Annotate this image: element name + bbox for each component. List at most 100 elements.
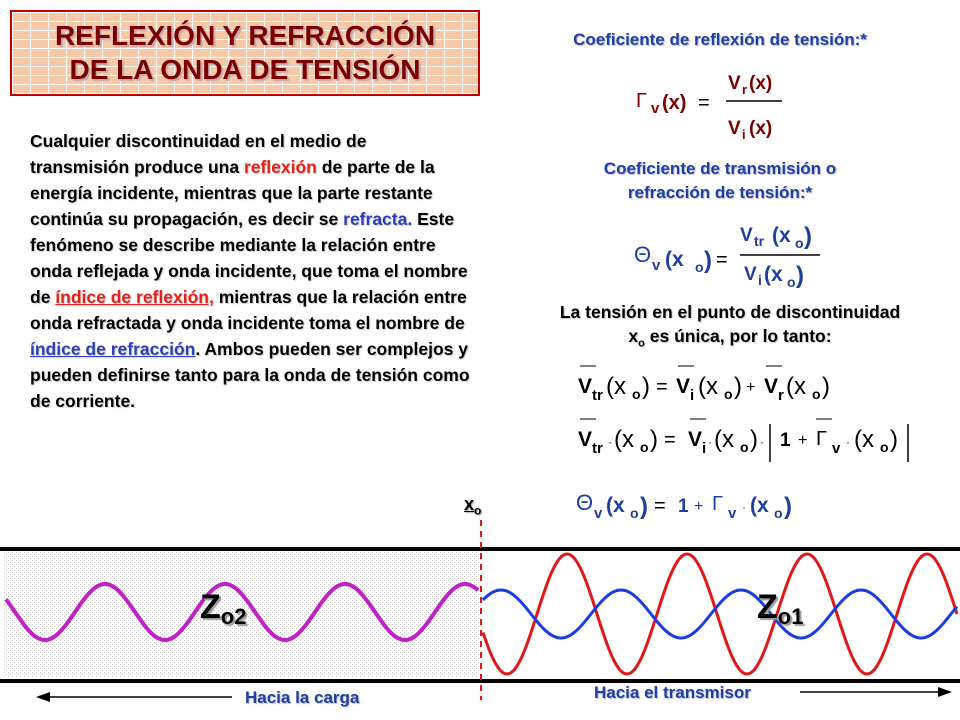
eq5-gamma: Γ	[712, 493, 723, 515]
gamma-arg: (x)	[662, 92, 686, 114]
gamma-denominator-sub: i	[742, 127, 746, 142]
eq4-lhs-arg-sub: o	[640, 439, 649, 455]
eq3-term2-arg-sub: o	[812, 386, 821, 402]
theta-arg: (x	[665, 248, 684, 271]
eq5-equals: =	[654, 495, 666, 517]
theta-numerator-close: )	[804, 223, 812, 250]
gamma-numerator-arg: (x)	[749, 73, 772, 94]
eq3-term2-sub: r	[778, 387, 784, 404]
paragraph-part-1: Cualquier discontinuidad en el medio de …	[30, 131, 367, 177]
eq5-gamma-sub: v	[728, 505, 737, 522]
eq3-term2-arg: (x	[786, 373, 806, 400]
theta-equals: =	[716, 249, 728, 271]
title-box: REFLEXIÓN Y REFRACCIÓN DE LA ONDA DE TEN…	[10, 10, 480, 96]
eq3-term1-close: )	[734, 373, 742, 400]
eq4-dot-2: ·	[708, 435, 712, 449]
xo-text: x	[464, 494, 475, 514]
gamma-numerator-sub: r	[742, 82, 747, 97]
eq4-lhs-sub: tr	[592, 440, 603, 457]
eq3-term2-close: )	[822, 373, 830, 400]
wave-red-right	[481, 552, 959, 676]
eq3-equals: =	[656, 376, 668, 398]
paragraph-part-4: mientras que la relación entre onda refr…	[30, 287, 467, 333]
theta-denominator-sub: i	[758, 272, 762, 288]
eq4-vi-close: )	[750, 426, 758, 453]
gamma-sub: v	[651, 100, 660, 117]
title-line-2: DE LA ONDA DE TENSIÓN	[69, 54, 421, 85]
z-left-label: Zo2	[200, 588, 246, 630]
eq4-vi-arg-sub: o	[740, 439, 749, 455]
paragraph-part-2: de parte de la energía incidente, mientr…	[30, 157, 435, 229]
term-indice-reflexion: índice de reflexión,	[55, 287, 214, 307]
discontinuity-heading: La tensión en el punto de discontinuidad…	[500, 300, 960, 356]
theta-numerator-arg: (x	[772, 224, 791, 247]
eq4-lhs-close: )	[650, 426, 658, 453]
eq4-plus: +	[798, 432, 807, 449]
eq4-vi-arg: (x	[714, 426, 734, 453]
z-right-label: Zo1	[757, 588, 803, 630]
z-left-sub: o2	[220, 604, 247, 629]
eq4-equals: =	[664, 429, 676, 451]
gamma-denominator: V	[728, 118, 741, 139]
eq3-lhs-arg-sub: o	[632, 386, 641, 402]
transmission-heading-line-2: refracción de tensión:*	[627, 183, 813, 202]
theta-arg-sub: o	[695, 259, 704, 275]
theta-denominator: V	[744, 264, 757, 285]
eq5-gamma-close: )	[784, 493, 792, 520]
gamma-symbol: Γ	[636, 90, 647, 112]
eq4-gamma-arg: (x	[854, 426, 874, 453]
eq4-gamma-sub: v	[832, 440, 841, 457]
eq5-gamma-arg: (x	[750, 494, 769, 517]
eq5-dot: ·	[742, 500, 746, 514]
z-right-sub: o1	[777, 604, 804, 629]
title-line-1: REFLEXIÓN Y REFRACCIÓN	[54, 20, 436, 51]
eq5-plus: +	[694, 498, 703, 515]
word-refracta: refracta.	[343, 209, 413, 229]
transmission-heading: Coeficiente de transmisión o refracción …	[500, 157, 940, 205]
eq4-lhs-arg: (x	[614, 426, 634, 453]
equation-expanded: V tr · (x o ) = V i · (x o ) · 1 + Γ v ·…	[578, 418, 909, 462]
theta-denominator-close: )	[796, 262, 804, 289]
eq3-plus: +	[746, 379, 755, 396]
equation-transmission: Θ v (x o ) = V tr (x o ) V i (x o )	[634, 223, 820, 290]
theta-numerator: V	[740, 225, 753, 246]
gamma-denominator-arg: (x)	[749, 118, 772, 139]
equations-svg: Γ v (x) = V r (x) V i (x) Θ v (x o ) = V…	[576, 73, 909, 522]
discontinuity-line-2: xo es única, por lo tanto:	[500, 324, 960, 356]
equation-theta-result: Θ v (x o ) = 1 + Γ v · (x o )	[576, 490, 792, 522]
xo-sub: o	[474, 503, 482, 518]
gamma-numerator: V	[728, 73, 741, 94]
transmission-heading-line-1: Coeficiente de transmisión o	[603, 159, 837, 178]
eq3-lhs-sub: tr	[592, 387, 603, 404]
body-paragraph: Cualquier discontinuidad en el medio de …	[30, 128, 470, 414]
theta-sub: v	[652, 257, 661, 274]
theta-denominator-arg: (x	[764, 263, 783, 286]
eq3-term1-sub: i	[690, 387, 694, 404]
eq3-lhs-close: )	[642, 373, 650, 400]
xo-label: xo	[464, 494, 481, 518]
z-left-text: Z	[200, 588, 221, 626]
wave-blue-right	[481, 588, 959, 640]
right-arrow-head	[938, 687, 952, 697]
eq4-gamma-arg-sub: o	[880, 439, 889, 455]
equation-reflection: Γ v (x) = V r (x) V i (x)	[636, 73, 782, 142]
theta-numerator-sub: tr	[754, 233, 765, 249]
eq5-theta-close: )	[640, 493, 648, 520]
eq4-dot-4: ·	[846, 435, 850, 449]
eq5-theta: Θ	[576, 490, 593, 515]
eq5-one: 1	[678, 496, 689, 517]
eq5-gamma-arg-sub: o	[774, 505, 783, 521]
z-right-text: Z	[757, 588, 778, 626]
eq3-term1-arg-sub: o	[724, 386, 733, 402]
theta-close-paren: )	[704, 247, 712, 274]
eq3-term1-arg: (x	[698, 373, 718, 400]
eq4-gamma-close: )	[890, 426, 898, 453]
equation-continuity: V tr (x o ) = V i (x o ) + V r (x o )	[578, 365, 830, 404]
discontinuity-x: x	[628, 326, 639, 346]
eq3-term2: V	[764, 375, 778, 398]
eq3-lhs: V	[578, 375, 592, 398]
eq4-vi: V	[688, 428, 702, 451]
eq3-term1: V	[676, 375, 690, 398]
eq4-dot-3: ·	[760, 435, 764, 449]
